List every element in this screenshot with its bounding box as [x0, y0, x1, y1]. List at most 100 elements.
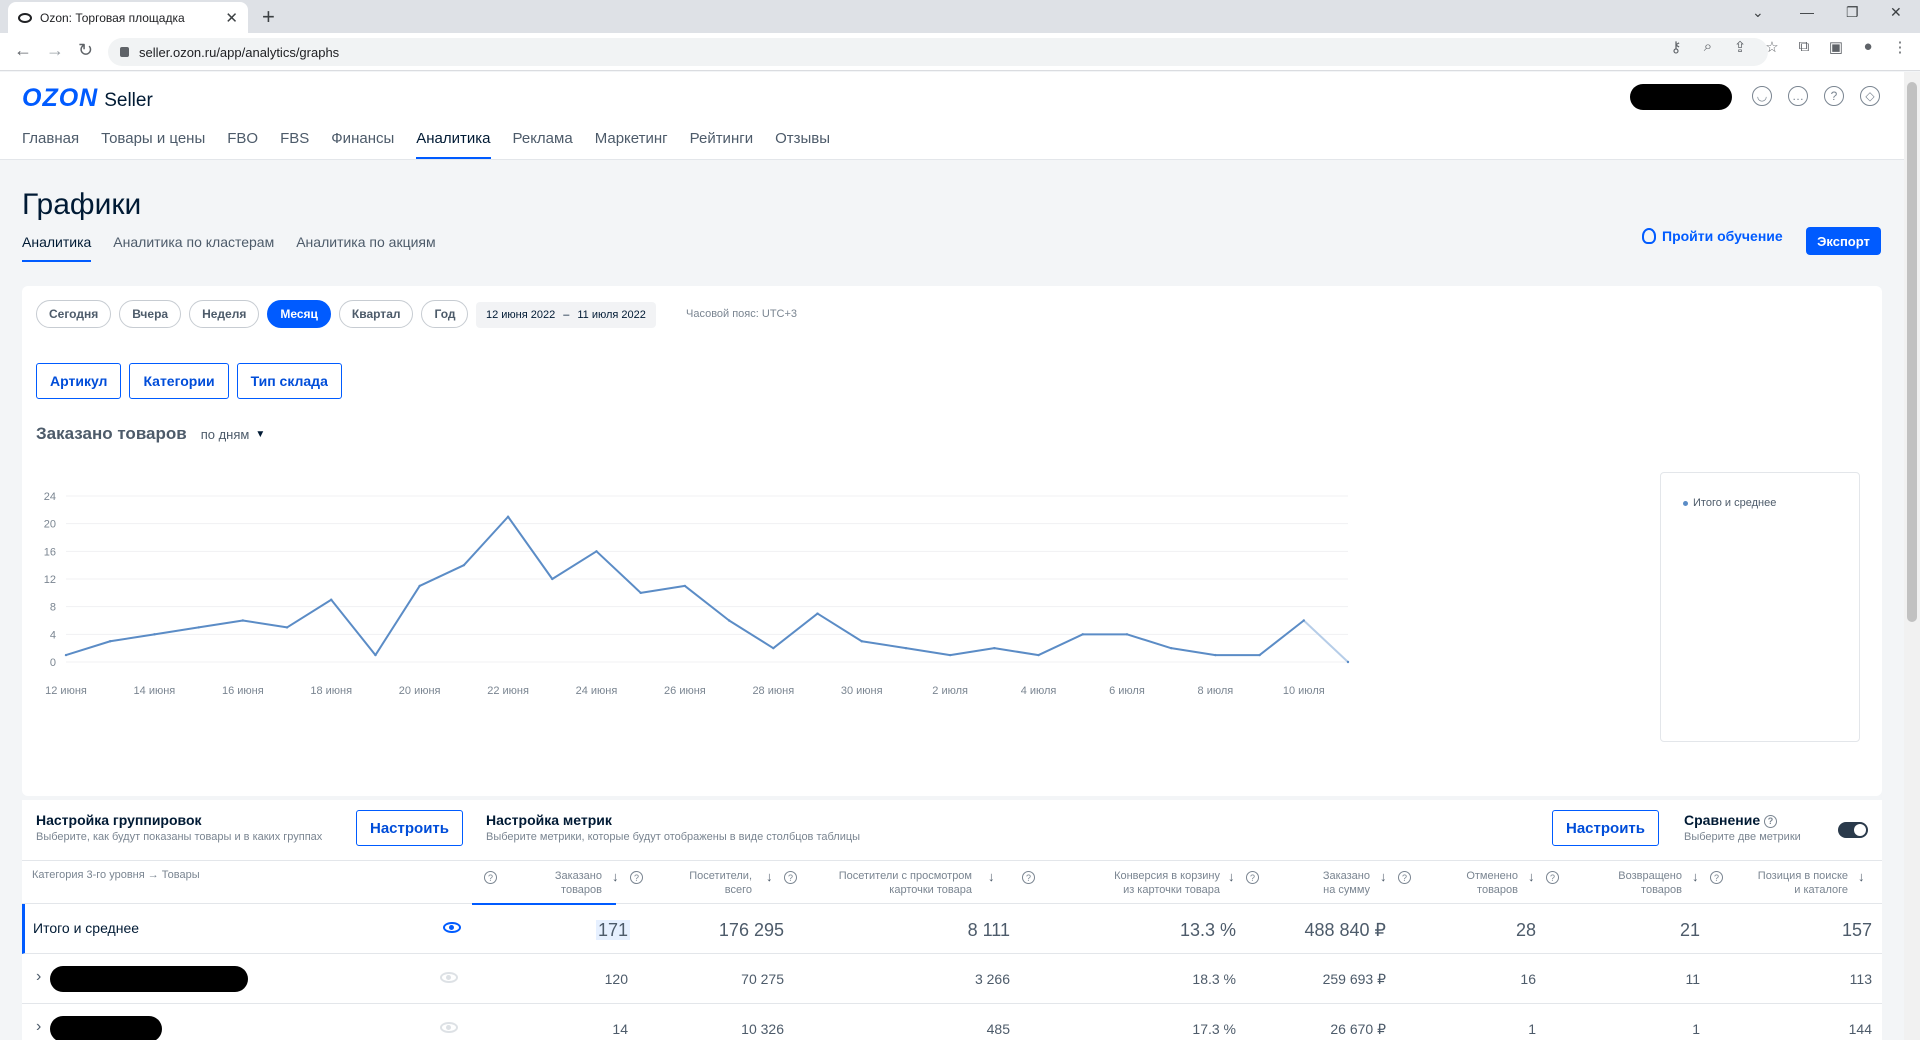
period-year[interactable]: Год — [421, 300, 469, 328]
nav-finance[interactable]: Финансы — [331, 130, 395, 147]
legend-item[interactable]: Итого и среднее — [1683, 497, 1776, 509]
help-icon[interactable]: ? — [1398, 871, 1411, 884]
ozon-favicon-icon — [18, 12, 32, 23]
help-icon[interactable]: ? — [1710, 871, 1723, 884]
group-by-sku-button[interactable]: Артикул — [36, 363, 122, 399]
period-today[interactable]: Сегодня — [36, 300, 112, 328]
help-icon[interactable]: ? — [1764, 814, 1778, 828]
close-window-icon[interactable]: ✕ — [1890, 4, 1902, 20]
close-tab-icon[interactable]: ✕ — [225, 9, 238, 27]
sort-arrow-icon[interactable]: ↓ — [612, 869, 619, 884]
forward-icon[interactable]: → — [46, 40, 64, 60]
sort-arrow-icon[interactable]: ↓ — [1228, 869, 1235, 884]
sort-arrow-icon[interactable]: ↓ — [1858, 869, 1865, 884]
restore-icon[interactable]: ❐ — [1846, 4, 1859, 20]
key-icon[interactable]: ⚷ — [1670, 39, 1682, 56]
minimize-icon[interactable]: — — [1800, 4, 1814, 20]
sort-arrow-icon[interactable]: ↓ — [1692, 869, 1699, 884]
chevron-right-icon[interactable]: › — [36, 1018, 42, 1035]
configure-grouping-button[interactable]: Настроить — [356, 810, 463, 846]
group-by-category-button[interactable]: Категории — [129, 363, 229, 399]
subtab-clusters[interactable]: Аналитика по кластерам — [113, 234, 275, 250]
col-search-position[interactable]: Позиция в поиске и каталоге — [1738, 869, 1848, 897]
col-ordered[interactable]: Заказано товаров — [532, 869, 602, 897]
nav-analytics[interactable]: Аналитика — [416, 130, 491, 159]
nav-marketing[interactable]: Маркетинг — [594, 130, 668, 147]
nav-ads[interactable]: Реклама — [512, 130, 573, 147]
data-point — [993, 646, 996, 650]
nav-products[interactable]: Товары и цены — [101, 130, 206, 147]
col-order-sum[interactable]: Заказано на сумму — [1282, 869, 1370, 897]
sort-arrow-icon[interactable]: ↓ — [988, 869, 995, 884]
date-range-picker[interactable]: 12 июня 2022 – 11 июля 2022 — [476, 302, 656, 328]
col-cart-conversion[interactable]: Конверсия в корзину из карточки товара — [1052, 869, 1220, 897]
scrollbar-thumb[interactable] — [1907, 82, 1917, 622]
col-returned[interactable]: Возвращено товаров — [1582, 869, 1682, 897]
chart-grouping-dropdown[interactable]: по дням ▼ — [201, 427, 266, 442]
education-icon[interactable]: ◇ — [1860, 86, 1880, 106]
nav-home[interactable]: Главная — [22, 130, 80, 147]
help-icon[interactable]: ? — [784, 871, 797, 884]
cell-order-sum: 488 840 ₽ — [1304, 920, 1386, 940]
help-icon[interactable]: ? — [1246, 871, 1259, 884]
nav-fbo[interactable]: FBO — [227, 130, 259, 147]
col-visitors[interactable]: Посетители, всего — [662, 869, 752, 897]
configure-metrics-button[interactable]: Настроить — [1552, 810, 1659, 846]
nav-ratings[interactable]: Рейтинги — [689, 130, 754, 147]
chat-icon[interactable]: … — [1788, 86, 1808, 106]
browser-tab[interactable]: Ozon: Торговая площадка ✕ — [8, 2, 248, 33]
new-tab-icon[interactable]: + — [262, 4, 275, 29]
period-quarter[interactable]: Квартал — [338, 300, 414, 328]
group-by-warehouse-button[interactable]: Тип склада — [236, 363, 342, 399]
data-point — [241, 619, 245, 622]
period-week[interactable]: Неделя — [189, 300, 260, 328]
nav-reviews[interactable]: Отзывы — [775, 130, 831, 147]
redacted-company-name[interactable] — [1630, 84, 1732, 110]
eye-off-icon[interactable] — [440, 1022, 458, 1033]
help-icon[interactable]: ? — [1022, 871, 1035, 884]
data-point — [1302, 619, 1305, 622]
category-column-header[interactable]: Категория 3-го уровня → Товары — [32, 869, 200, 881]
nav-fbs[interactable]: FBS — [280, 130, 310, 147]
address-bar[interactable]: seller.ozon.ru/app/analytics/graphs — [108, 38, 1768, 66]
help-icon[interactable]: ? — [1546, 871, 1559, 884]
zoom-icon[interactable]: ⌕ — [1703, 38, 1713, 55]
table-row[interactable]: › 14 10 326 485 17.3 % 26 670 ₽ 1 1 144 — [22, 1004, 1882, 1040]
reload-icon[interactable]: ↻ — [78, 40, 94, 60]
learn-link[interactable]: Пройти обучение — [1642, 228, 1783, 244]
bookmark-star-icon[interactable]: ☆ — [1765, 39, 1779, 56]
sort-arrow-icon[interactable]: ↓ — [766, 869, 773, 884]
toggle-knob — [1854, 824, 1866, 836]
user-icon[interactable]: ◡ — [1752, 86, 1772, 106]
export-button[interactable]: Экспорт — [1806, 227, 1881, 255]
help-icon[interactable]: ? — [484, 871, 497, 884]
tab-search-icon[interactable]: ⌄ — [1752, 4, 1764, 20]
eye-icon[interactable] — [443, 922, 461, 933]
period-yesterday[interactable]: Вчера — [119, 300, 182, 328]
chart-title[interactable]: Заказано товаров — [36, 424, 187, 443]
col-card-visitors[interactable]: Посетители с просмотром карточки товара — [812, 869, 972, 897]
profile-icon[interactable]: ● — [1863, 38, 1873, 55]
sidepanel-icon[interactable]: ▣ — [1828, 39, 1844, 56]
table-row-total[interactable]: Итого и среднее 171 176 295 8 111 13.3 %… — [22, 904, 1882, 954]
sort-arrow-icon[interactable]: ↓ — [1380, 869, 1387, 884]
subtab-promotions[interactable]: Аналитика по акциям — [296, 234, 436, 250]
subtab-analytics[interactable]: Аналитика — [22, 234, 92, 262]
table-row[interactable]: › 120 70 275 3 266 18.3 % 259 693 ₽ 16 1… — [22, 954, 1882, 1004]
extensions-icon[interactable]: ⧉ — [1798, 38, 1810, 55]
back-icon[interactable]: ← — [14, 40, 32, 60]
comparison-toggle[interactable] — [1838, 822, 1868, 838]
col-cancelled[interactable]: Отменено товаров — [1432, 869, 1518, 897]
y-tick-label: 0 — [50, 657, 56, 669]
data-point — [639, 591, 642, 595]
help-icon[interactable]: ? — [630, 871, 643, 884]
ozon-seller-logo[interactable]: OZON Seller — [22, 84, 153, 113]
eye-off-icon[interactable] — [440, 972, 458, 983]
share-icon[interactable]: ⇪ — [1733, 39, 1747, 56]
period-month[interactable]: Месяц — [267, 300, 331, 328]
chevron-right-icon[interactable]: › — [36, 968, 42, 985]
menu-dots-icon[interactable]: ⋮ — [1892, 39, 1908, 56]
page-scrollbar[interactable] — [1904, 72, 1920, 1040]
help-icon[interactable]: ? — [1824, 86, 1844, 106]
sort-arrow-icon[interactable]: ↓ — [1528, 869, 1535, 884]
